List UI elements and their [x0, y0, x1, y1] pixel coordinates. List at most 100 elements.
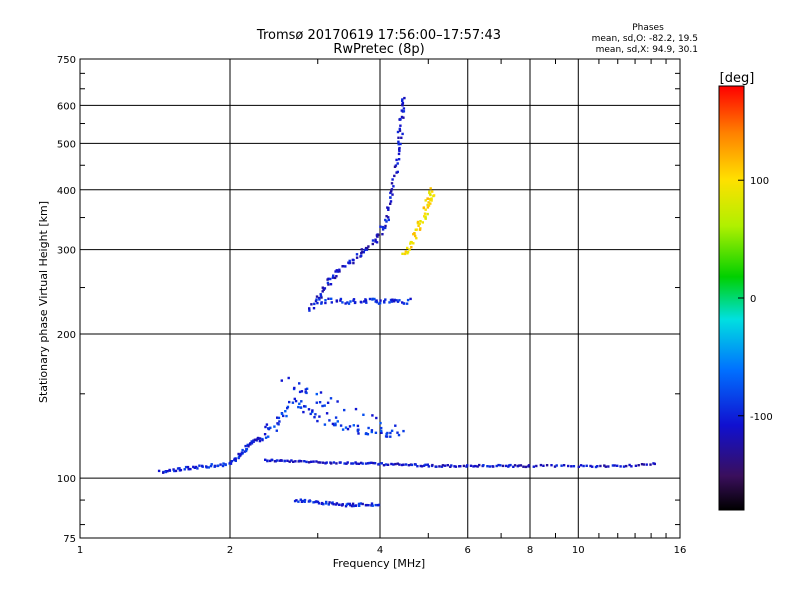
echo-point: [283, 459, 286, 463]
echo-point: [299, 498, 302, 501]
echo-point: [267, 435, 270, 438]
echo-point: [404, 250, 407, 253]
echo-point: [403, 252, 407, 256]
echo-point: [424, 217, 427, 220]
echo-point: [399, 124, 402, 127]
echo-point: [353, 301, 357, 305]
echo-point: [637, 464, 640, 467]
echo-point: [350, 504, 354, 508]
echo-point: [397, 140, 400, 143]
echo-point: [653, 462, 656, 466]
echo-point: [314, 413, 317, 416]
echo-point: [345, 462, 348, 465]
echo-point: [343, 408, 346, 412]
echo-point: [312, 501, 315, 504]
echo-point: [339, 424, 343, 427]
echo-point: [273, 425, 276, 428]
echo-point: [308, 309, 311, 312]
echo-point: [389, 431, 392, 435]
echo-point: [316, 500, 320, 504]
echo-point: [394, 462, 397, 466]
echo-point: [406, 246, 409, 250]
echo-point: [398, 146, 401, 150]
echo-point: [323, 423, 327, 426]
echo-point: [300, 390, 304, 393]
echo-point: [424, 215, 427, 218]
echo-point: [412, 242, 415, 245]
echo-point: [339, 461, 342, 464]
echo-point: [258, 437, 262, 440]
echo-point: [397, 136, 400, 139]
echo-point: [318, 298, 321, 301]
echo-point: [325, 500, 328, 504]
echo-point: [397, 152, 401, 156]
echo-point: [454, 465, 458, 468]
echo-point: [326, 401, 330, 404]
echo-point: [377, 503, 381, 507]
echo-point: [582, 464, 585, 468]
y-axis-label: Stationary phase Virtual Height [km]: [37, 201, 50, 403]
echo-point: [307, 461, 311, 464]
echo-point: [174, 469, 178, 473]
echo-point: [429, 187, 432, 190]
echo-point: [240, 451, 244, 454]
echo-point: [414, 463, 417, 466]
echo-point: [390, 429, 394, 432]
echo-point: [286, 405, 290, 409]
echo-point: [399, 142, 402, 146]
echo-point: [290, 459, 293, 462]
echo-point: [504, 464, 508, 468]
echo-point: [285, 414, 288, 418]
echo-point: [420, 465, 424, 468]
echo-point: [407, 464, 411, 467]
echo-point: [402, 302, 406, 305]
echo-point: [304, 405, 307, 408]
echo-point: [186, 465, 190, 469]
echo-point: [417, 224, 420, 227]
echo-point: [329, 283, 333, 286]
echo-point: [440, 465, 444, 468]
echo-point: [275, 429, 278, 432]
echo-point: [397, 158, 401, 161]
echo-point: [344, 505, 348, 508]
echo-point: [513, 464, 517, 467]
echo-point: [418, 228, 422, 231]
echo-point: [375, 299, 378, 302]
echo-point: [264, 458, 267, 461]
echo-point: [317, 502, 321, 505]
echo-point: [409, 297, 412, 301]
echo-point: [327, 503, 330, 506]
echo-point: [377, 302, 381, 305]
echo-point: [402, 110, 406, 113]
echo-point: [360, 248, 363, 251]
echo-point: [429, 202, 432, 205]
x-tick-label: 6: [465, 545, 471, 556]
echo-point: [343, 462, 346, 465]
echo-point: [192, 465, 195, 469]
echo-point: [314, 299, 318, 303]
echo-point: [379, 299, 382, 302]
echo-point: [363, 300, 366, 303]
echo-point: [380, 429, 383, 433]
echo-point: [396, 431, 399, 434]
echo-point: [277, 423, 280, 426]
echo-point: [572, 465, 576, 468]
echo-point: [332, 461, 336, 464]
colorbar: [718, 85, 745, 511]
echo-point: [430, 197, 433, 200]
echo-point: [356, 424, 360, 428]
echo-point: [366, 247, 369, 250]
echo-point: [293, 386, 296, 390]
echo-point: [419, 220, 422, 223]
y-tick-label: 600: [57, 101, 76, 112]
echo-point: [309, 500, 312, 503]
echo-point: [589, 464, 592, 468]
echo-point: [364, 462, 368, 465]
echo-point: [384, 218, 387, 222]
echo-point: [297, 405, 300, 409]
echo-point: [280, 412, 284, 416]
echo-point: [288, 460, 291, 463]
x-tick-label: 1: [77, 545, 83, 556]
echo-point: [368, 297, 372, 301]
echo-point: [423, 215, 426, 218]
